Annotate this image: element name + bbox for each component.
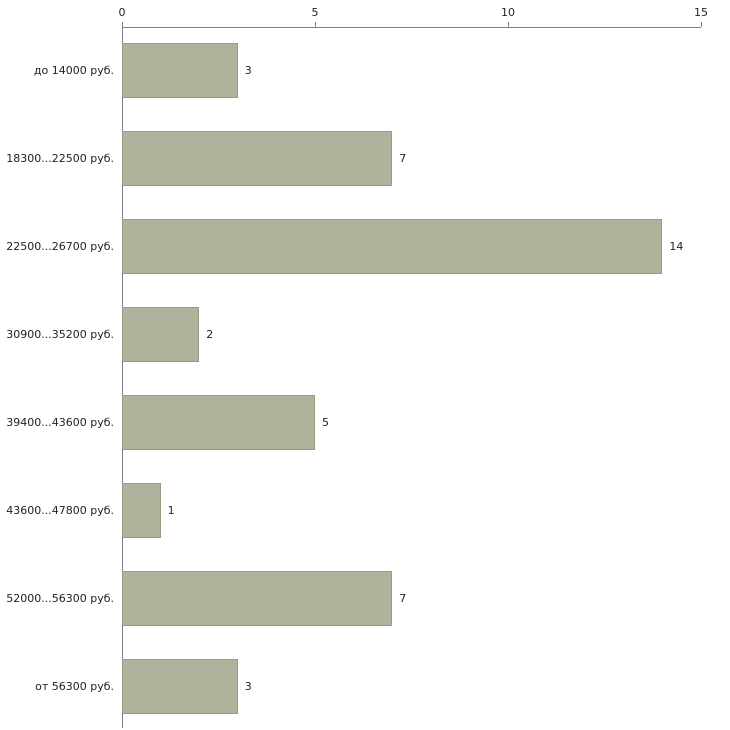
bar-track: 14 bbox=[122, 203, 701, 291]
value-label: 1 bbox=[167, 503, 175, 517]
category-label: 39400...43600 руб. bbox=[6, 415, 114, 429]
x-tick-mark bbox=[315, 22, 316, 27]
category-label: до 14000 руб. bbox=[33, 64, 114, 78]
bar-row: от 56300 руб. 3 bbox=[0, 642, 730, 730]
bar-track: 5 bbox=[122, 379, 701, 467]
bar-track: 3 bbox=[122, 642, 701, 730]
value-label: 14 bbox=[669, 240, 684, 254]
bar bbox=[122, 131, 393, 187]
x-tick-mark bbox=[508, 22, 509, 27]
x-tick-mark bbox=[701, 22, 702, 27]
bar-row: 43600...47800 руб. 1 bbox=[0, 466, 730, 554]
x-tick-label: 10 bbox=[501, 6, 515, 19]
x-tick-label: 5 bbox=[311, 6, 319, 19]
bar bbox=[122, 394, 315, 450]
bar-row: 52000...56300 руб. 7 bbox=[0, 554, 730, 642]
value-label: 7 bbox=[399, 152, 407, 166]
category-label: 52000...56300 руб. bbox=[6, 591, 114, 605]
category-label: 22500...26700 руб. bbox=[6, 240, 114, 254]
bar-row: 30900...35200 руб. 2 bbox=[0, 291, 730, 379]
bar bbox=[122, 43, 238, 99]
category-label: 18300...22500 руб. bbox=[6, 152, 114, 166]
x-tick-label: 15 bbox=[694, 6, 708, 19]
bar bbox=[122, 219, 663, 275]
bar-track: 7 bbox=[122, 115, 701, 203]
bar bbox=[122, 307, 200, 363]
x-tick-label: 0 bbox=[118, 6, 126, 19]
bar bbox=[122, 570, 393, 626]
category-label: 43600...47800 руб. bbox=[6, 503, 114, 517]
category-label: 30900...35200 руб. bbox=[6, 328, 114, 342]
x-axis bbox=[122, 27, 701, 28]
x-axis-ticks: 0 5 10 15 bbox=[118, 0, 708, 27]
x-tick-mark bbox=[122, 22, 123, 27]
bar-track: 7 bbox=[122, 554, 701, 642]
value-label: 2 bbox=[206, 328, 214, 342]
value-label: 7 bbox=[399, 591, 407, 605]
bar-track: 1 bbox=[122, 466, 701, 554]
value-label: 3 bbox=[244, 64, 252, 78]
value-label: 5 bbox=[322, 415, 329, 429]
bar-row: 39400...43600 руб. 5 bbox=[0, 379, 730, 467]
bar-row: 22500...26700 руб. 14 bbox=[0, 203, 730, 291]
plot-area: до 14000 руб. 3 18300...22500 руб. 7 22500..… bbox=[0, 27, 730, 730]
category-label: от 56300 руб. bbox=[35, 679, 114, 693]
bar bbox=[122, 658, 238, 714]
bar bbox=[122, 482, 161, 538]
y-axis bbox=[122, 27, 123, 728]
bar-row: до 14000 руб. 3 bbox=[0, 27, 730, 115]
value-label: 3 bbox=[244, 679, 252, 693]
bar-track: 3 bbox=[122, 27, 701, 115]
bar-track: 2 bbox=[122, 291, 701, 379]
bar-row: 18300...22500 руб. 7 bbox=[0, 115, 730, 203]
